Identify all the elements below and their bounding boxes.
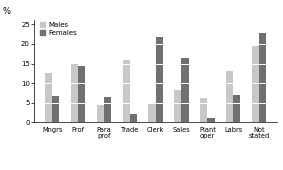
Bar <box>148 104 156 122</box>
Bar <box>78 65 85 122</box>
Bar <box>226 71 233 122</box>
Bar <box>52 96 59 122</box>
Bar <box>252 46 259 122</box>
Bar <box>104 97 111 122</box>
Bar <box>71 64 78 122</box>
Bar <box>174 90 181 122</box>
Bar <box>200 98 207 122</box>
Bar <box>207 118 215 122</box>
Bar <box>130 114 137 122</box>
Bar <box>233 95 241 122</box>
Bar <box>45 73 52 122</box>
Bar <box>259 33 266 122</box>
Bar <box>156 37 163 122</box>
Bar <box>123 60 130 122</box>
Legend: Males, Females: Males, Females <box>40 22 77 36</box>
Bar <box>181 58 189 122</box>
Bar <box>97 105 104 122</box>
Text: %: % <box>2 7 10 16</box>
